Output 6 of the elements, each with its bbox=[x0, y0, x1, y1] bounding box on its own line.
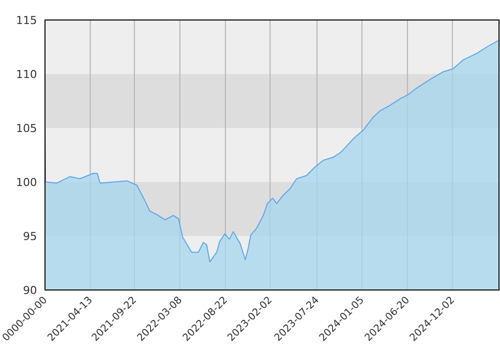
y-tick-label: 105 bbox=[16, 122, 37, 135]
y-tick-label: 95 bbox=[23, 230, 37, 243]
y-tick-label: 110 bbox=[16, 68, 37, 81]
y-tick-label: 115 bbox=[16, 14, 37, 27]
y-tick-label: 100 bbox=[16, 176, 37, 189]
y-tick-label: 90 bbox=[23, 284, 37, 297]
